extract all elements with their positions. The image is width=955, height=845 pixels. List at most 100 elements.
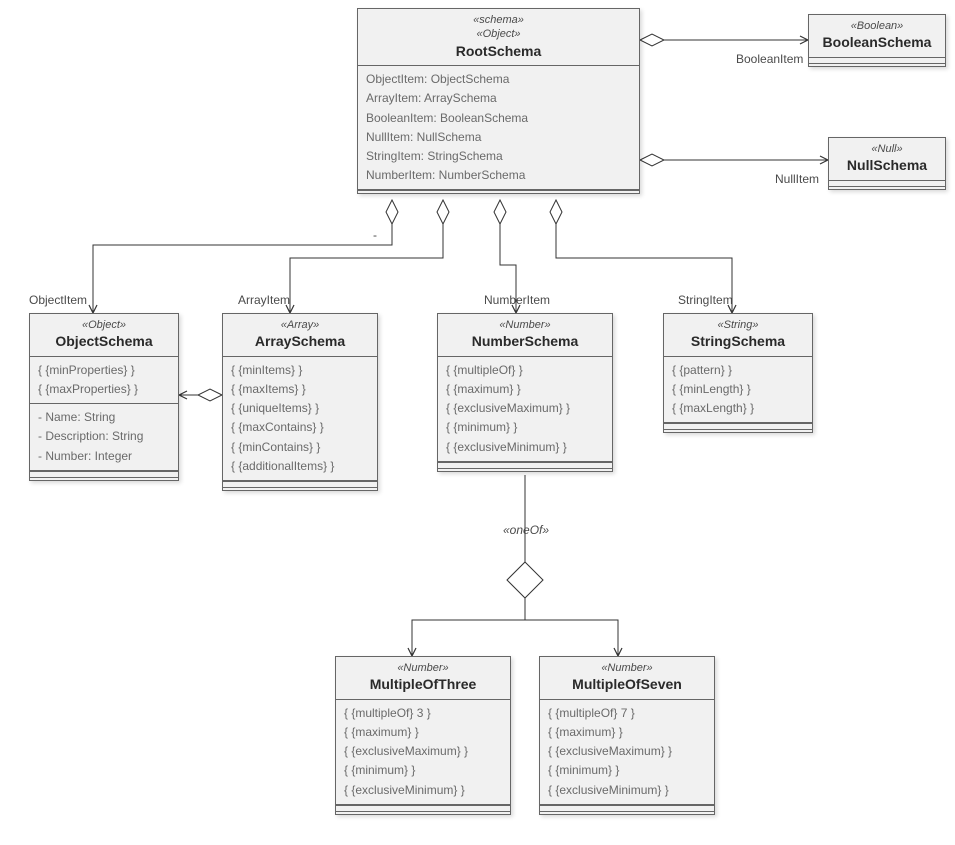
object-section2: - Name: String - Description: String - N…: [30, 404, 178, 471]
mult7-s1-2: { {exclusiveMaximum} }: [548, 742, 706, 761]
box-nullschema: «Null» NullSchema: [828, 137, 946, 190]
box-rootschema: «schema» «Object» RootSchema ObjectItem:…: [357, 8, 640, 194]
string-footer2: [664, 429, 812, 432]
label-nullitem: NullItem: [775, 172, 819, 186]
root-attr-2: BooleanItem: BooleanSchema: [366, 109, 631, 128]
root-attr-3: NullItem: NullSchema: [366, 128, 631, 147]
string-s1-1: { {minLength} }: [672, 380, 804, 399]
edge-root-array: [290, 200, 449, 313]
mult7-s1-0: { {multipleOf} 7 }: [548, 704, 706, 723]
boolean-stereo-0: «Boolean»: [817, 19, 937, 33]
mult3-title: MultipleOfThree: [370, 676, 477, 692]
array-s1-4: { {minContains} }: [231, 438, 369, 457]
object-s2-1: - Description: String: [38, 427, 170, 446]
boolean-footer2: [809, 63, 945, 66]
mult7-s1-1: { {maximum} }: [548, 723, 706, 742]
root-header: «schema» «Object» RootSchema: [358, 9, 639, 66]
mult7-section1: { {multipleOf} 7 } { {maximum} } { {excl…: [540, 700, 714, 805]
number-s1-3: { {minimum} }: [446, 418, 604, 437]
mult3-footer2: [336, 811, 510, 814]
box-numberschema: «Number» NumberSchema { {multipleOf} } {…: [437, 313, 613, 472]
label-objectitem: ObjectItem: [29, 293, 87, 307]
string-stereo-0: «String»: [672, 318, 804, 332]
box-stringschema: «String» StringSchema { {pattern} } { {m…: [663, 313, 813, 433]
number-title: NumberSchema: [472, 333, 579, 349]
box-arrayschema: «Array» ArraySchema { {minItems} } { {ma…: [222, 313, 378, 491]
number-s1-1: { {maximum} }: [446, 380, 604, 399]
number-s1-0: { {multipleOf} }: [446, 361, 604, 380]
box-booleanschema: «Boolean» BooleanSchema: [808, 14, 946, 67]
root-stereo-1: «Object»: [366, 27, 631, 41]
edge-oneof-mult7: [525, 598, 618, 656]
label-dash: -: [373, 228, 377, 242]
box-multipleofseven: «Number» MultipleOfSeven { {multipleOf} …: [539, 656, 715, 815]
box-objectschema: «Object» ObjectSchema { {minProperties} …: [29, 313, 179, 481]
array-s1-0: { {minItems} }: [231, 361, 369, 380]
array-s1-1: { {maxItems} }: [231, 380, 369, 399]
string-section1: { {pattern} } { {minLength} } { {maxLeng…: [664, 357, 812, 424]
label-oneof: «oneOf»: [503, 523, 549, 537]
root-attr-5: NumberItem: NumberSchema: [366, 166, 631, 185]
mult7-header: «Number» MultipleOfSeven: [540, 657, 714, 700]
number-stereo-0: «Number»: [446, 318, 604, 332]
mult3-s1-0: { {multipleOf} 3 }: [344, 704, 502, 723]
root-attrs: ObjectItem: ObjectSchema ArrayItem: Arra…: [358, 66, 639, 190]
mult7-s1-4: { {exclusiveMinimum} }: [548, 781, 706, 800]
mult7-s1-3: { {minimum} }: [548, 761, 706, 780]
object-stereo-0: «Object»: [38, 318, 170, 332]
label-numberitem: NumberItem: [484, 293, 550, 307]
label-stringitem: StringItem: [678, 293, 733, 307]
object-header: «Object» ObjectSchema: [30, 314, 178, 357]
root-stereo-0: «schema»: [366, 13, 631, 27]
object-title: ObjectSchema: [55, 333, 152, 349]
edge-array-object: [179, 389, 222, 401]
box-multipleofthree: «Number» MultipleOfThree { {multipleOf} …: [335, 656, 511, 815]
array-title: ArraySchema: [255, 333, 345, 349]
boolean-title: BooleanSchema: [823, 34, 932, 50]
array-s1-2: { {uniqueItems} }: [231, 399, 369, 418]
array-footer2: [223, 487, 377, 490]
object-s2-2: - Number: Integer: [38, 447, 170, 466]
boolean-header: «Boolean» BooleanSchema: [809, 15, 945, 57]
mult3-section1: { {multipleOf} 3 } { {maximum} } { {excl…: [336, 700, 510, 805]
mult3-s1-3: { {minimum} }: [344, 761, 502, 780]
root-footer: [358, 190, 639, 193]
mult3-stereo-0: «Number»: [344, 661, 502, 675]
array-section1: { {minItems} } { {maxItems} } { {uniqueI…: [223, 357, 377, 481]
object-s2-0: - Name: String: [38, 408, 170, 427]
mult7-footer2: [540, 811, 714, 814]
edge-oneof-mult3: [412, 598, 525, 656]
object-s1-0: { {minProperties} }: [38, 361, 170, 380]
null-header: «Null» NullSchema: [829, 138, 945, 180]
edge-root-null: [640, 154, 828, 166]
number-s1-2: { {exclusiveMaximum} }: [446, 399, 604, 418]
string-title: StringSchema: [691, 333, 785, 349]
label-booleanitem: BooleanItem: [736, 52, 803, 66]
null-stereo-0: «Null»: [837, 142, 937, 156]
root-attr-0: ObjectItem: ObjectSchema: [366, 70, 631, 89]
label-arrayitem: ArrayItem: [238, 293, 290, 307]
string-s1-0: { {pattern} }: [672, 361, 804, 380]
number-header: «Number» NumberSchema: [438, 314, 612, 357]
number-section1: { {multipleOf} } { {maximum} } { {exclus…: [438, 357, 612, 462]
object-footer2: [30, 477, 178, 480]
edge-root-boolean: [640, 34, 808, 46]
array-s1-3: { {maxContains} }: [231, 418, 369, 437]
null-title: NullSchema: [847, 157, 927, 173]
root-attr-1: ArrayItem: ArraySchema: [366, 89, 631, 108]
array-s1-5: { {additionalItems} }: [231, 457, 369, 476]
null-footer2: [829, 186, 945, 189]
mult3-s1-4: { {exclusiveMinimum} }: [344, 781, 502, 800]
number-s1-4: { {exclusiveMinimum} }: [446, 438, 604, 457]
mult3-s1-2: { {exclusiveMaximum} }: [344, 742, 502, 761]
string-header: «String» StringSchema: [664, 314, 812, 357]
mult7-stereo-0: «Number»: [548, 661, 706, 675]
mult3-s1-1: { {maximum} }: [344, 723, 502, 742]
root-title: RootSchema: [456, 43, 542, 59]
string-s1-2: { {maxLength} }: [672, 399, 804, 418]
array-stereo-0: «Array»: [231, 318, 369, 332]
root-attr-4: StringItem: StringSchema: [366, 147, 631, 166]
array-header: «Array» ArraySchema: [223, 314, 377, 357]
mult7-title: MultipleOfSeven: [572, 676, 682, 692]
mult3-header: «Number» MultipleOfThree: [336, 657, 510, 700]
